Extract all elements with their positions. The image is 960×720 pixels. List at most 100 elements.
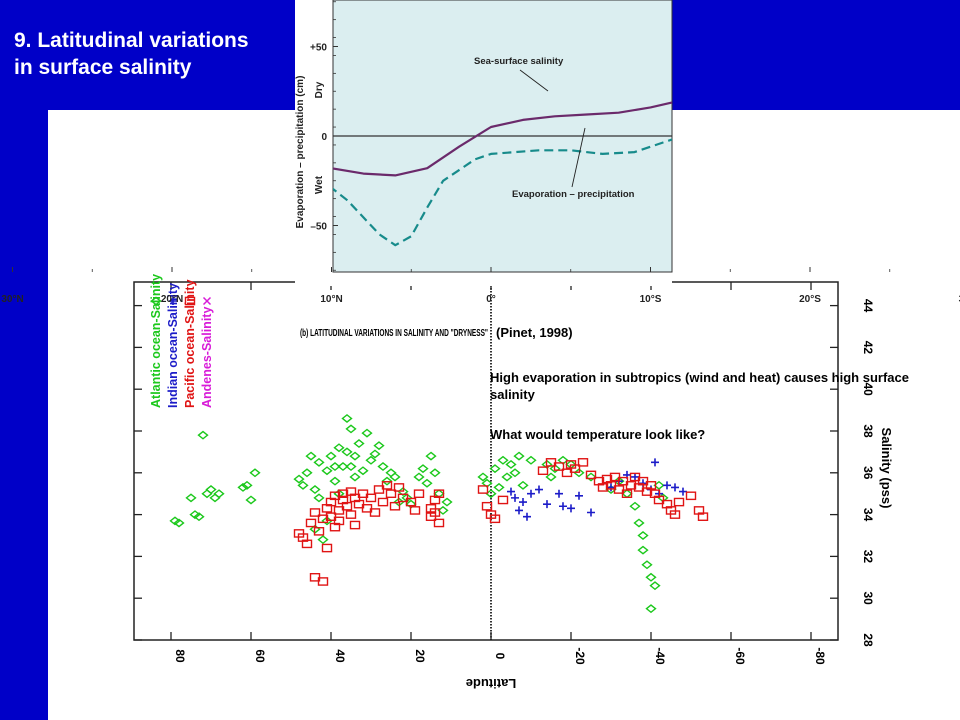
atlantic-point: [413, 472, 425, 482]
scatter-title: (b) LATITUDINAL VARIATIONS IN SALINITY A…: [300, 327, 488, 339]
y-tick-label: 30: [861, 592, 875, 606]
indian-point: [587, 508, 595, 517]
pacific-point: [497, 495, 509, 505]
scatter-frame: [133, 281, 839, 641]
line-x-tick-label: 20°N: [161, 294, 183, 305]
pacific-point: [389, 501, 401, 511]
atlantic-point: [245, 495, 257, 505]
atlantic-point: [313, 493, 325, 503]
pacific-point: [597, 483, 609, 492]
pacific-point: [333, 516, 345, 526]
y-tick-label: 34: [861, 508, 875, 522]
pacific-point: [405, 497, 417, 507]
legend-label: Andenes-Salinity: [200, 307, 214, 408]
indian-point: [519, 498, 527, 507]
atlantic-point: [389, 472, 401, 482]
atlantic-point: [381, 476, 393, 486]
salinity-annotation: Sea-surface salinity: [474, 56, 564, 67]
x-tick-label: 40: [333, 649, 347, 663]
evaporation-leader-line: [571, 127, 586, 188]
x-tick-label: 0: [493, 653, 507, 660]
line-y-tick-label: +50: [310, 43, 327, 54]
atlantic-point: [345, 462, 357, 472]
pacific-point: [301, 539, 313, 549]
atlantic-point: [425, 451, 437, 461]
atlantic-point: [325, 451, 337, 461]
atlantic-point: [305, 451, 317, 461]
pacific-point: [365, 493, 377, 503]
pacific-point: [477, 485, 489, 494]
line-x-tick-label: 30°S: [959, 294, 960, 305]
atlantic-point: [373, 441, 385, 451]
atlantic-point: [501, 472, 513, 482]
atlantic-point: [645, 572, 657, 582]
indian-point: [543, 500, 551, 509]
left-sidebar: [0, 0, 48, 720]
atlantic-point: [505, 459, 517, 469]
pacific-point: [625, 481, 637, 490]
atlantic-point: [361, 428, 373, 438]
pacific-point: [489, 514, 501, 524]
x-tick-label: -80: [813, 647, 827, 665]
y-tick-label: 38: [861, 424, 875, 438]
salinity-curve: [333, 101, 672, 177]
indian-point: [515, 506, 523, 515]
x-tick-label: -40: [653, 647, 667, 665]
scatter-chart: 80 60 40 20 0 -20 -40 -60 -80 28 30 32 34 36 38 40 42 44 L…: [133, 274, 894, 691]
y-tick-label: 42: [861, 341, 875, 355]
indian-point: [559, 502, 567, 511]
atlantic-point: [293, 474, 305, 484]
atlantic-point: [345, 424, 357, 434]
legend-label: Pacific ocean-Salinity: [183, 279, 197, 408]
note-evaporation: High evaporation in subtropics (wind and…: [490, 370, 909, 402]
pacific-point: [345, 510, 357, 519]
atlantic-point: [185, 493, 197, 503]
line-x-tick-label: 20°S: [799, 294, 821, 305]
indian-point: [535, 485, 543, 494]
atlantic-point: [377, 462, 389, 472]
salinity-leader-line: [519, 69, 549, 92]
pacific-point: [433, 489, 445, 499]
line-y-tick-label: –50: [310, 222, 327, 233]
indian-point: [631, 472, 639, 481]
atlantic-point: [249, 468, 261, 478]
atlantic-point: [649, 581, 661, 591]
atlantic-point: [337, 462, 349, 472]
atlantic-point: [205, 485, 217, 495]
atlantic-point: [633, 518, 645, 528]
slide-title: 9. Latitudinal variations in surface sal…: [14, 27, 294, 81]
y-tick-label: 28: [861, 633, 875, 647]
pacific-point: [381, 481, 393, 490]
pacific-point: [645, 481, 657, 490]
indian-point: [527, 489, 535, 498]
atlantic-point: [629, 501, 641, 511]
atlantic-point: [213, 489, 225, 499]
pacific-point: [669, 510, 681, 519]
atlantic-point: [173, 518, 185, 528]
y-tick-label: 32: [861, 550, 875, 564]
atlantic-point: [637, 545, 649, 555]
indian-point: [575, 491, 583, 500]
pacific-point: [385, 489, 397, 499]
line-x-tick-label: 30°N: [1, 294, 23, 305]
atlantic-point: [493, 482, 505, 492]
pacific-point: [409, 506, 421, 515]
x-tick-label: -20: [573, 647, 587, 665]
atlantic-point: [489, 464, 501, 474]
pacific-point: [317, 514, 329, 524]
pacific-point: [377, 497, 389, 507]
atlantic-point: [241, 480, 253, 490]
atlantic-point: [297, 480, 309, 490]
andenes-point: [202, 296, 212, 306]
pacific-point: [317, 577, 329, 586]
dry-label: Dry: [314, 81, 325, 98]
pacific-point: [305, 518, 317, 528]
pacific-point: [369, 508, 381, 517]
pacific-point: [341, 501, 353, 511]
x-tick-label: 80: [173, 649, 187, 663]
legend-label: Indian ocean-Salinity: [166, 283, 180, 408]
citation: (Pinet, 1998): [496, 325, 573, 340]
line-x-tick-label: 10°N: [320, 294, 342, 305]
indian-point: [607, 483, 615, 492]
atlantic-point: [637, 531, 649, 540]
